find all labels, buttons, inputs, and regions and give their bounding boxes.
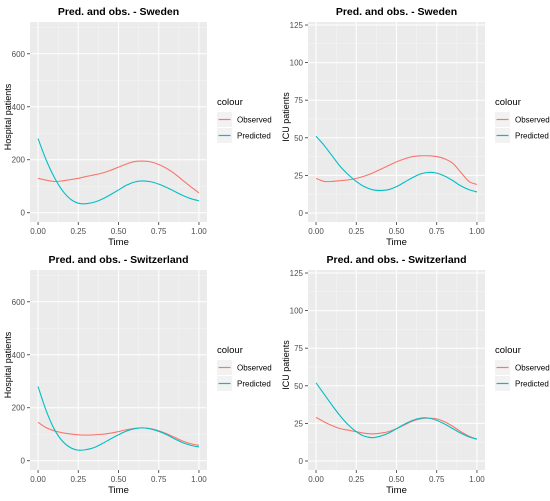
series-line-predicted [315, 135, 478, 193]
major-gridlines [308, 270, 485, 470]
x-tick-label: 1.00 [191, 475, 207, 484]
y-tick-label: 125 [290, 269, 304, 278]
y-tick-label: 75 [294, 96, 303, 105]
chart-1: 0.00 0.25 0.50 0.75 1.00 0 200 400 600 Pred. and … [3, 6, 272, 248]
y-axis-label: ICU patients [281, 92, 291, 142]
legend-title: colour [495, 97, 521, 108]
series-line-predicted [37, 386, 200, 451]
legend-title: colour [495, 345, 521, 356]
legend-label-observed: Observed [237, 364, 272, 373]
y-tick-label: 0 [21, 209, 26, 218]
chart-title: Pred. and obs. - Sweden [58, 6, 179, 18]
x-tick-label: 0.00 [30, 475, 46, 484]
series-line-observed [315, 155, 478, 185]
legend: colour Observed Predicted [217, 97, 272, 143]
y-axis-label: ICU patients [281, 340, 291, 390]
chart-2: 0.00 0.25 0.50 0.75 1.00 0 25 50 75 100 125 Pred. a… [281, 6, 550, 248]
x-tick-label: 0.75 [429, 227, 445, 236]
x-axis-label: Time [386, 485, 407, 496]
y-tick-label: 200 [12, 156, 26, 165]
x-tick-label: 0.75 [151, 227, 167, 236]
y-tick-label: 100 [290, 307, 304, 316]
x-tick-label: 1.00 [191, 227, 207, 236]
x-tick-label: 0.50 [389, 475, 405, 484]
series-line-observed [37, 160, 200, 194]
major-gridlines [30, 270, 207, 470]
x-tick-label: 0.50 [389, 227, 405, 236]
x-tick-label: 0.25 [348, 475, 364, 484]
x-tick-label: 0.75 [151, 475, 167, 484]
legend-title: colour [217, 97, 243, 108]
y-tick-label: 600 [12, 298, 26, 307]
legend-title: colour [217, 345, 243, 356]
chart-4: 0.00 0.25 0.50 0.75 1.00 0 25 50 75 100 125 Pred. a… [281, 254, 550, 496]
y-tick-label: 50 [294, 382, 303, 391]
y-tick-label: 0 [299, 457, 304, 466]
x-tick-label: 0.50 [111, 475, 127, 484]
x-tick-label: 0.25 [348, 227, 364, 236]
y-tick-label: 100 [290, 59, 304, 68]
x-axis-label: Time [108, 485, 129, 496]
series-line-predicted [37, 138, 200, 205]
y-axis-label: Hospital patients [3, 331, 13, 398]
x-tick-label: 0.50 [111, 227, 127, 236]
y-tick-label: 400 [12, 351, 26, 360]
y-tick-label: 75 [294, 344, 303, 353]
legend-label-predicted: Predicted [237, 132, 271, 141]
chart-3: 0.00 0.25 0.50 0.75 1.00 0 200 400 600 Pred. and … [3, 254, 272, 496]
major-gridlines [308, 22, 485, 222]
legend-label-predicted: Predicted [237, 380, 271, 389]
legend-label-observed: Observed [237, 116, 272, 125]
y-tick-label: 125 [290, 21, 304, 30]
x-tick-label: 0.00 [30, 227, 46, 236]
legend-label-predicted: Predicted [515, 132, 549, 141]
series-line-predicted [315, 382, 478, 440]
y-tick-label: 600 [12, 50, 26, 59]
legend-label-observed: Observed [515, 116, 550, 125]
y-tick-label: 400 [12, 103, 26, 112]
x-tick-label: 0.00 [308, 475, 324, 484]
x-tick-label: 1.00 [469, 475, 485, 484]
x-axis-label: Time [386, 237, 407, 248]
y-axis-label: Hospital patients [3, 83, 13, 150]
legend: colour Observed Predicted [495, 345, 550, 391]
series-line-observed [37, 421, 200, 446]
y-tick-label: 25 [294, 171, 303, 180]
legend-label-observed: Observed [515, 364, 550, 373]
x-axis-label: Time [108, 237, 129, 248]
chart-title: Pred. and obs. - Switzerland [48, 254, 188, 266]
x-tick-label: 1.00 [469, 227, 485, 236]
legend: colour Observed Predicted [495, 97, 550, 143]
major-gridlines [30, 22, 207, 222]
y-tick-label: 200 [12, 404, 26, 413]
x-tick-label: 0.25 [70, 227, 86, 236]
legend-label-predicted: Predicted [515, 380, 549, 389]
chart-title: Pred. and obs. - Sweden [336, 6, 457, 18]
y-tick-label: 0 [21, 457, 26, 466]
y-tick-label: 50 [294, 134, 303, 143]
x-tick-label: 0.25 [70, 475, 86, 484]
y-tick-label: 25 [294, 419, 303, 428]
legend: colour Observed Predicted [217, 345, 272, 391]
chart-title: Pred. and obs. - Switzerland [326, 254, 466, 266]
x-tick-label: 0.75 [429, 475, 445, 484]
x-tick-label: 0.00 [308, 227, 324, 236]
y-tick-label: 0 [299, 209, 304, 218]
